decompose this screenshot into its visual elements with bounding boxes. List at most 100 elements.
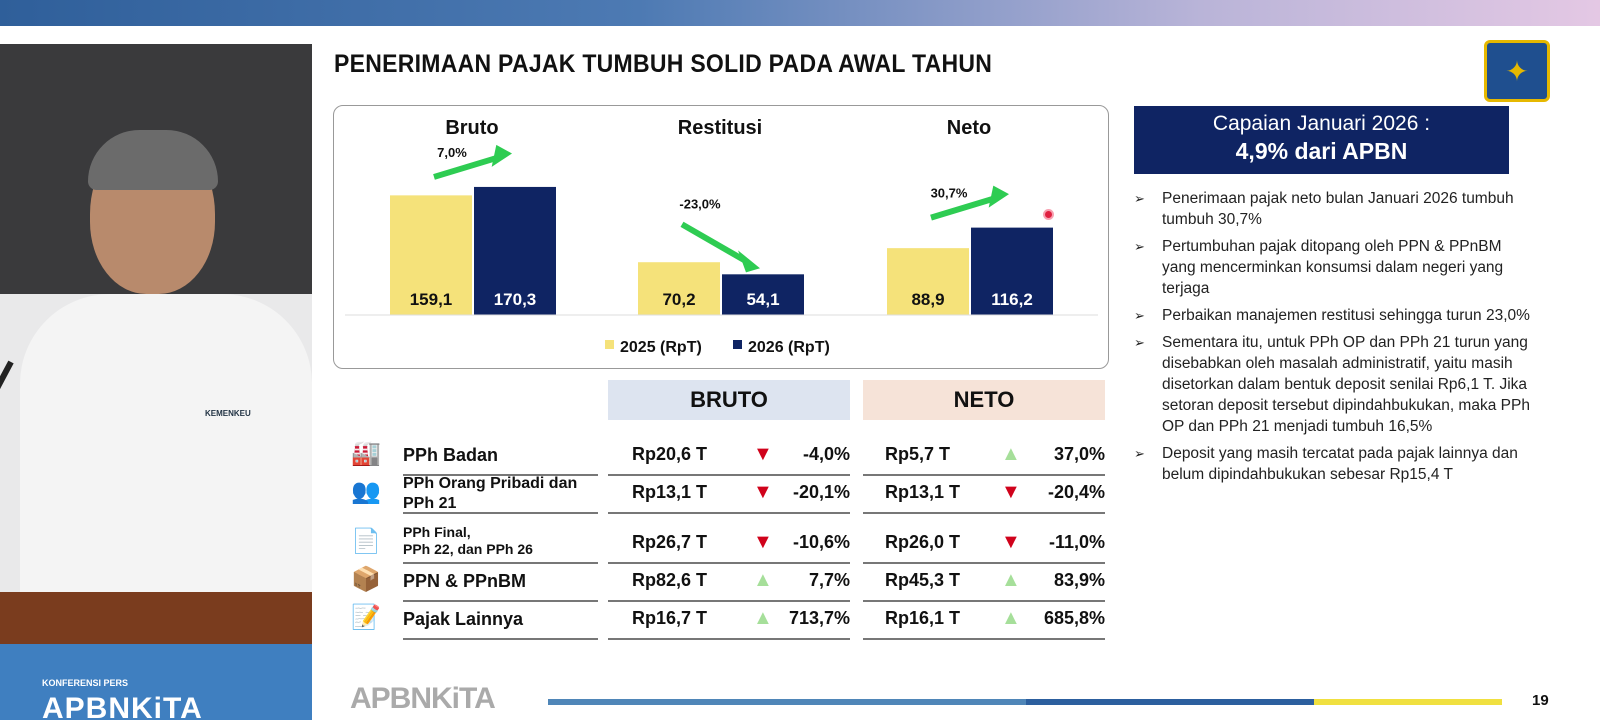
footer-bar-segment bbox=[1314, 699, 1502, 705]
bar-value-label: 54,1 bbox=[746, 290, 779, 309]
bar bbox=[390, 195, 472, 315]
bullet-item: Pertumbuhan pajak ditopang oleh PPN & PP… bbox=[1134, 236, 1534, 299]
neto-value: Rp16,1 T bbox=[885, 608, 961, 628]
row-divider bbox=[608, 562, 850, 564]
growth-arrow-icon bbox=[930, 194, 998, 221]
row-divider bbox=[608, 638, 850, 640]
edit-note-icon: 📝 bbox=[351, 604, 381, 631]
up-triangle-icon: ▲ bbox=[1001, 443, 1021, 465]
legend-swatch bbox=[605, 340, 614, 349]
down-triangle-icon: ▼ bbox=[753, 443, 773, 465]
kemenkeu-logo-icon: ✦ bbox=[1484, 40, 1550, 102]
neto-value: Rp26,0 T bbox=[885, 532, 961, 552]
row-divider bbox=[863, 638, 1105, 640]
bar bbox=[638, 262, 720, 315]
bar bbox=[887, 248, 969, 315]
bullet-item: Penerimaan pajak neto bulan Januari 2026… bbox=[1134, 188, 1534, 230]
growth-arrowhead-icon bbox=[988, 185, 1009, 208]
factory-icon: 🏭 bbox=[351, 440, 381, 467]
category-label: Bruto bbox=[445, 117, 498, 139]
legend-swatch bbox=[733, 340, 742, 349]
people-icon: 👥 bbox=[351, 478, 381, 505]
bullet-item: Perbaikan manajemen restitusi sehingga t… bbox=[1134, 305, 1534, 326]
bruto-value: Rp13,1 T bbox=[632, 482, 708, 502]
row-divider bbox=[863, 600, 1105, 602]
neto-growth: 685,8% bbox=[1043, 608, 1105, 628]
achievement-box: Capaian Januari 2026 : 4,9% dari APBN bbox=[1134, 106, 1509, 174]
bar-value-label: 159,1 bbox=[410, 290, 453, 309]
speaker-shirt bbox=[20, 294, 312, 594]
speaker-video: KEMENKEU KONFERENSI PERS APBNKiTA bbox=[0, 44, 312, 720]
row-label: PPh Badan bbox=[403, 445, 499, 465]
up-triangle-icon: ▲ bbox=[1001, 569, 1021, 591]
bar bbox=[474, 186, 556, 315]
achievement-line1: Capaian Januari 2026 : bbox=[1212, 112, 1431, 135]
summary-bullets: Penerimaan pajak neto bulan Januari 2026… bbox=[1134, 188, 1534, 491]
category-label: Neto bbox=[947, 117, 991, 139]
legend-label: 2026 (RpT) bbox=[748, 339, 830, 356]
bar-value-label: 70,2 bbox=[662, 290, 695, 309]
bar-value-label: 170,3 bbox=[494, 290, 537, 309]
overlay-label: KONFERENSI PERS bbox=[42, 678, 129, 688]
row-label: PPh Orang Pribadi dan PPh 21 bbox=[403, 475, 578, 512]
bruto-growth: -4,0% bbox=[802, 444, 850, 464]
neto-growth: -11,0% bbox=[1048, 532, 1105, 552]
row-label: PPN & PPnBM bbox=[403, 571, 527, 591]
row-divider bbox=[608, 512, 850, 514]
row-divider bbox=[608, 474, 850, 476]
neto-growth: -20,4% bbox=[1047, 482, 1105, 502]
row-label: PPh Final, PPh 22, dan PPh 26 bbox=[403, 524, 533, 557]
footer-logo: APBNKiTA bbox=[350, 682, 496, 715]
up-triangle-icon: ▲ bbox=[753, 607, 773, 629]
top-banner bbox=[0, 0, 1600, 26]
neto-growth: 83,9% bbox=[1053, 570, 1105, 590]
up-triangle-icon: ▲ bbox=[1001, 607, 1021, 629]
pointer-dot bbox=[1043, 209, 1054, 220]
overlay-brand: APBNKiTA bbox=[42, 692, 203, 720]
down-triangle-icon: ▼ bbox=[753, 481, 773, 503]
neto-growth: 37,0% bbox=[1053, 444, 1105, 464]
category-label: Restitusi bbox=[678, 117, 762, 139]
growth-arrowhead-icon bbox=[491, 144, 512, 167]
bruto-growth: -10,6% bbox=[792, 532, 850, 552]
bullet-item: Deposit yang masih tercatat pada pajak l… bbox=[1134, 443, 1534, 485]
row-divider bbox=[403, 474, 598, 476]
speaker-hair bbox=[88, 130, 218, 190]
bruto-header: BRUTO bbox=[608, 380, 850, 420]
footer-bar-segment bbox=[1026, 699, 1314, 705]
row-divider bbox=[863, 474, 1105, 476]
bar bbox=[722, 274, 804, 315]
neto-value: Rp13,1 T bbox=[885, 482, 961, 502]
neto-header: NETO bbox=[863, 380, 1105, 420]
document-check-icon: 📄 bbox=[351, 528, 381, 555]
bruto-value: Rp20,6 T bbox=[632, 444, 708, 464]
legend-label: 2025 (RpT) bbox=[620, 339, 702, 356]
row-divider bbox=[863, 562, 1105, 564]
growth-label: -23,0% bbox=[679, 196, 721, 211]
achievement-line2: 4,9% dari APBN bbox=[1235, 138, 1408, 164]
row-divider bbox=[403, 638, 598, 640]
neto-value: Rp45,3 T bbox=[885, 570, 961, 590]
page-number: 19 bbox=[1532, 692, 1549, 709]
bruto-growth: 7,7% bbox=[808, 570, 850, 590]
row-divider bbox=[403, 600, 598, 602]
bruto-value: Rp82,6 T bbox=[632, 570, 708, 590]
down-triangle-icon: ▼ bbox=[1001, 531, 1021, 553]
press-conference-overlay: KONFERENSI PERS APBNKiTA bbox=[0, 644, 312, 720]
bar-value-label: 116,2 bbox=[991, 290, 1033, 309]
growth-label: 7,0% bbox=[437, 145, 467, 160]
growth-arrowhead-icon bbox=[738, 250, 760, 273]
row-divider bbox=[403, 562, 598, 564]
bullet-item: Sementara itu, untuk PPh OP dan PPh 21 t… bbox=[1134, 332, 1534, 437]
row-divider bbox=[608, 600, 850, 602]
growth-label: 30,7% bbox=[931, 186, 968, 201]
bar-value-label: 88,9 bbox=[911, 290, 944, 309]
growth-arrow-icon bbox=[680, 221, 750, 265]
down-triangle-icon: ▼ bbox=[1001, 481, 1021, 503]
footer-bar-segment bbox=[548, 699, 1026, 705]
kemenkeu-badge: KEMENKEU bbox=[205, 409, 251, 418]
bar bbox=[971, 227, 1053, 315]
slide-title: PENERIMAAN PAJAK TUMBUH SOLID PADA AWAL … bbox=[334, 50, 993, 78]
bruto-value: Rp16,7 T bbox=[632, 608, 708, 628]
